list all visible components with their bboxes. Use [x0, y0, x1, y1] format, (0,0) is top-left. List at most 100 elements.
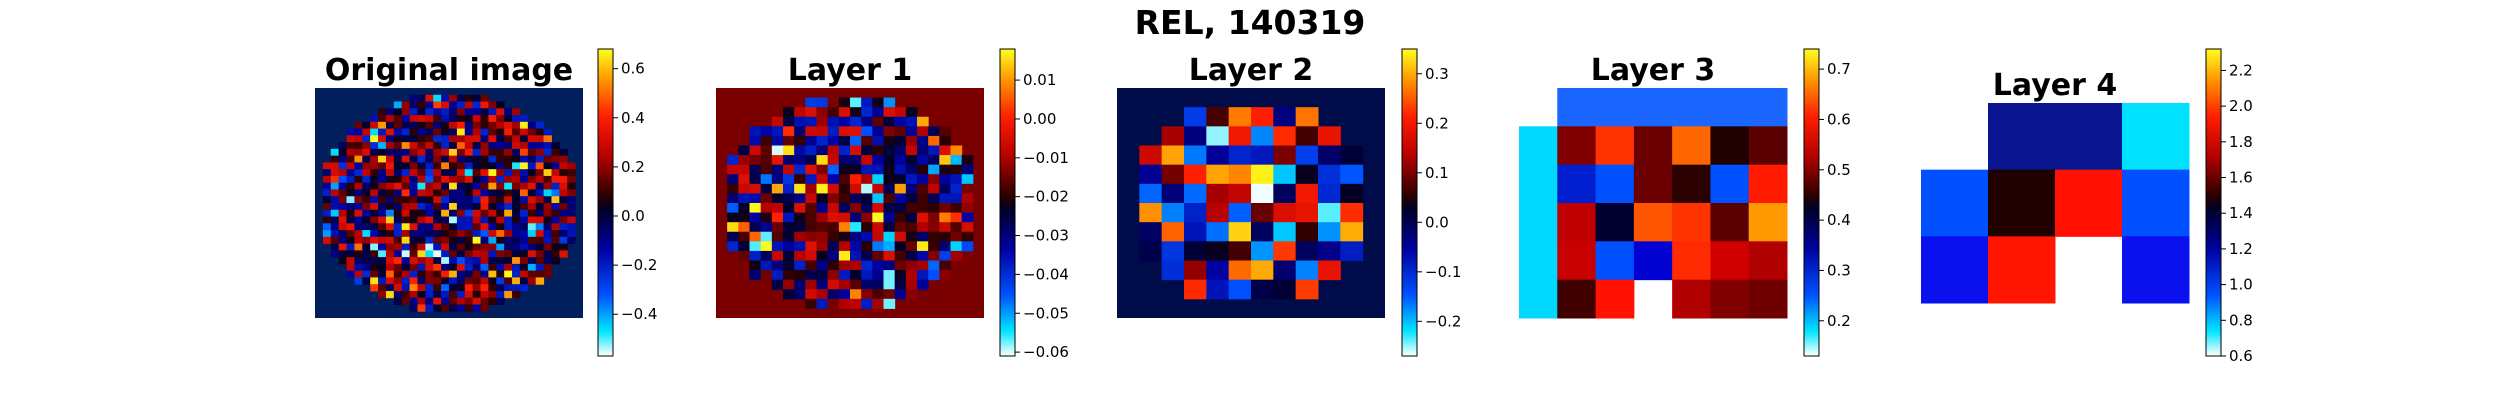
heatmap-cell: [346, 243, 355, 251]
heatmap-cell: [456, 155, 466, 163]
heatmap-cell: [527, 263, 537, 272]
colorbar-tick-label: 0.01: [1023, 71, 1056, 89]
heatmap-cell: [385, 142, 395, 150]
heatmap-cell: [456, 196, 466, 204]
heatmap-cell: [354, 169, 363, 177]
heatmap-cell: [928, 270, 940, 281]
heatmap-cell: [1161, 183, 1185, 204]
heatmap-cell: [939, 183, 951, 194]
heatmap-cell: [330, 243, 340, 251]
heatmap-cell: [433, 284, 442, 292]
heatmap-cell: [480, 257, 489, 265]
heatmap-cell: [794, 116, 806, 127]
heatmap-cell: [370, 263, 379, 272]
heatmap-cell: [449, 121, 458, 130]
colorbar-tick-label: −0.02: [1023, 188, 1069, 206]
heatmap-cell: [354, 155, 363, 163]
heatmap-cell: [449, 297, 458, 305]
heatmap-cell: [850, 203, 862, 214]
heatmap-cell: [917, 212, 929, 223]
heatmap-cell: [456, 148, 466, 157]
heatmap-cell: [917, 260, 929, 271]
heatmap-cell: [378, 182, 387, 190]
heatmap-cell: [535, 250, 545, 258]
heatmap-cell: [894, 155, 907, 166]
heatmap-cell: [472, 196, 482, 204]
heatmap-cell: [488, 128, 497, 136]
heatmap-cell: [816, 145, 829, 156]
heatmap-cell: [496, 277, 505, 285]
heatmap-cell: [338, 162, 348, 170]
heatmap-cell: [551, 196, 560, 204]
heatmap-cell: [805, 193, 817, 204]
heatmap-cell: [894, 183, 907, 194]
heatmap-cell: [370, 121, 379, 130]
heatmap-cell: [393, 257, 403, 265]
heatmap-cell: [1228, 126, 1252, 146]
heatmap-cell: [783, 260, 795, 271]
heatmap-cell: [805, 203, 817, 214]
heatmap-cell: [519, 243, 529, 251]
colorbar-tick-label: 2.2: [2229, 61, 2253, 79]
heatmap-cell: [961, 193, 974, 204]
heatmap-cell: [543, 155, 552, 163]
heatmap-cell: [330, 189, 340, 197]
heatmap-cell: [417, 263, 426, 272]
heatmap-cell: [535, 155, 545, 163]
heatmap-cell: [1206, 241, 1230, 261]
heatmap-cell: [1318, 260, 1341, 281]
heatmap-cell: [827, 193, 840, 204]
heatmap-cell: [861, 250, 873, 261]
heatmap-cell: [441, 142, 450, 150]
heatmap-cell: [961, 241, 974, 252]
heatmap-cell: [362, 209, 371, 218]
heatmap-cell: [441, 223, 450, 231]
heatmap-cell: [425, 250, 434, 258]
heatmap-cell: [559, 162, 568, 170]
heatmap-cell: [472, 121, 482, 130]
heatmap-cell: [504, 230, 513, 238]
heatmap-cell: [861, 222, 873, 233]
heatmap-cell: [961, 222, 974, 233]
heatmap-cell: [433, 169, 442, 177]
heatmap-cell: [346, 236, 355, 245]
heatmap-cell: [760, 126, 773, 137]
heatmap-cell: [401, 297, 411, 305]
heatmap-cell: [894, 260, 907, 271]
heatmap-cell: [838, 222, 851, 233]
heatmap-cell: [496, 209, 505, 218]
heatmap-cell: [1251, 145, 1274, 166]
colorbar-tick-label: 1.4: [2229, 204, 2253, 222]
heatmap-cell: [1184, 126, 1207, 146]
heatmap-cell: [760, 212, 773, 223]
heatmap-cell: [425, 196, 434, 204]
heatmap-cell: [441, 189, 450, 197]
heatmap-cell: [488, 209, 497, 218]
heatmap-cell: [1228, 203, 1252, 223]
heatmap-cell: [417, 243, 426, 251]
heatmap-cell: [488, 270, 497, 278]
heatmap-cell: [488, 162, 497, 170]
heatmap-cell: [905, 145, 918, 156]
heatmap-cell: [354, 189, 363, 197]
heatmap-cell: [425, 263, 434, 272]
colorbar-tick-label: 0.0: [1425, 213, 1449, 231]
heatmap-cell: [816, 97, 829, 108]
heatmap-cell: [559, 155, 568, 163]
heatmap-cell: [905, 289, 918, 300]
heatmap-cell: [456, 175, 466, 184]
heatmap-cell: [449, 290, 458, 299]
heatmap-cell: [1672, 164, 1711, 204]
heatmap-cell: [551, 243, 560, 251]
heatmap-cell: [861, 241, 873, 252]
heatmap-cell: [567, 236, 576, 245]
heatmap-cell: [850, 193, 862, 204]
heatmap-cell: [472, 230, 482, 238]
heatmap-cell: [417, 277, 426, 285]
heatmap-cell: [504, 115, 513, 123]
heatmap-cell: [338, 189, 348, 197]
heatmap-cell: [409, 121, 418, 130]
heatmap-cell: [370, 236, 379, 245]
heatmap-cell: [472, 209, 482, 218]
heatmap-cell: [417, 142, 426, 150]
